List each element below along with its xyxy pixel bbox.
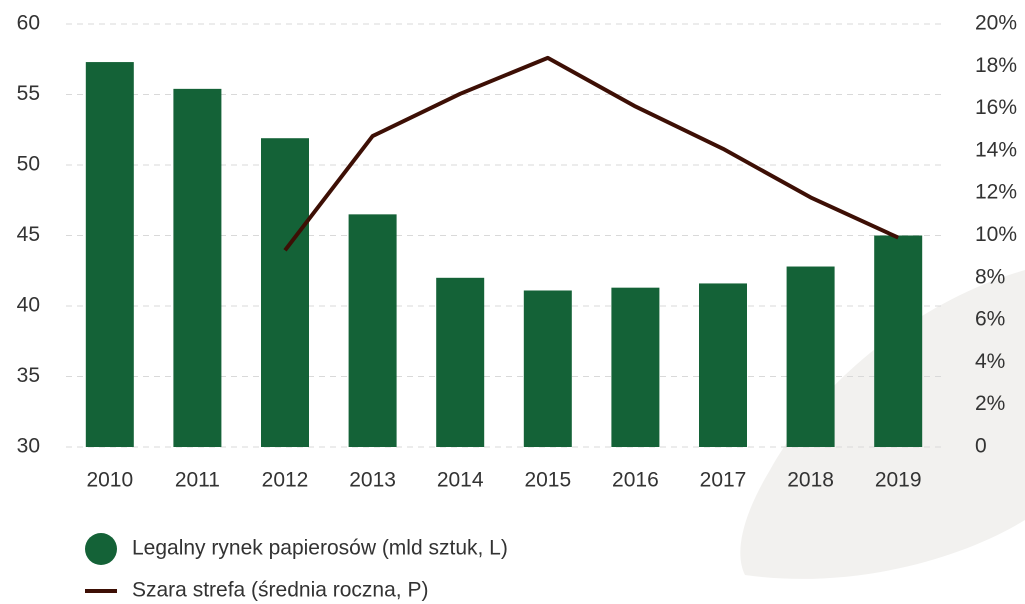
bar [261, 138, 309, 447]
x-tick-label: 2013 [349, 469, 396, 492]
line-series [283, 55, 900, 252]
y2-tick-label: 12% [975, 181, 1017, 204]
bar [85, 62, 134, 447]
y2-tick-label: 18% [975, 54, 1017, 77]
bar [436, 277, 485, 447]
y2-tick-label: 16% [975, 96, 1017, 119]
y2-tick-label: 10% [975, 223, 1017, 246]
bar [523, 290, 572, 447]
y-tick-label: 45 [17, 223, 40, 246]
legend-label: Legalny rynek papierosów (mld sztuk, L) [132, 537, 508, 560]
y2-tick-label: 20% [975, 12, 1017, 35]
y2-tick-label: 4% [975, 350, 1005, 373]
y2-tick-label: 0 [975, 435, 987, 458]
y2-tick-label: 6% [975, 308, 1005, 331]
x-tick-label: 2017 [700, 469, 747, 492]
x-tick-label: 2019 [875, 469, 922, 492]
x-tick-label: 2014 [437, 469, 484, 492]
y2-tick-label: 2% [975, 392, 1005, 415]
x-tick-label: 2010 [86, 469, 133, 492]
y2-tick-label: 14% [975, 138, 1017, 161]
y-tick-label: 35 [17, 364, 40, 387]
bar [786, 266, 835, 447]
y-tick-label: 55 [17, 82, 40, 105]
bar [348, 214, 397, 447]
bar [699, 283, 747, 447]
legend-marker [85, 533, 117, 565]
y-tick-label: 60 [17, 12, 40, 35]
x-tick-label: 2015 [524, 469, 571, 492]
bar [173, 88, 222, 448]
y2-tick-label: 8% [975, 265, 1005, 288]
x-tick-label: 2011 [175, 469, 220, 492]
x-tick-label: 2016 [612, 469, 659, 492]
bar [874, 235, 923, 447]
bar [611, 287, 660, 447]
y-tick-label: 50 [17, 153, 40, 176]
y-tick-label: 30 [17, 435, 40, 458]
y-tick-label: 40 [17, 294, 40, 317]
x-tick-label: 2012 [262, 469, 309, 492]
legend-label: Szara strefa (średnia roczna, P) [132, 579, 428, 602]
x-tick-label: 2018 [787, 469, 834, 492]
